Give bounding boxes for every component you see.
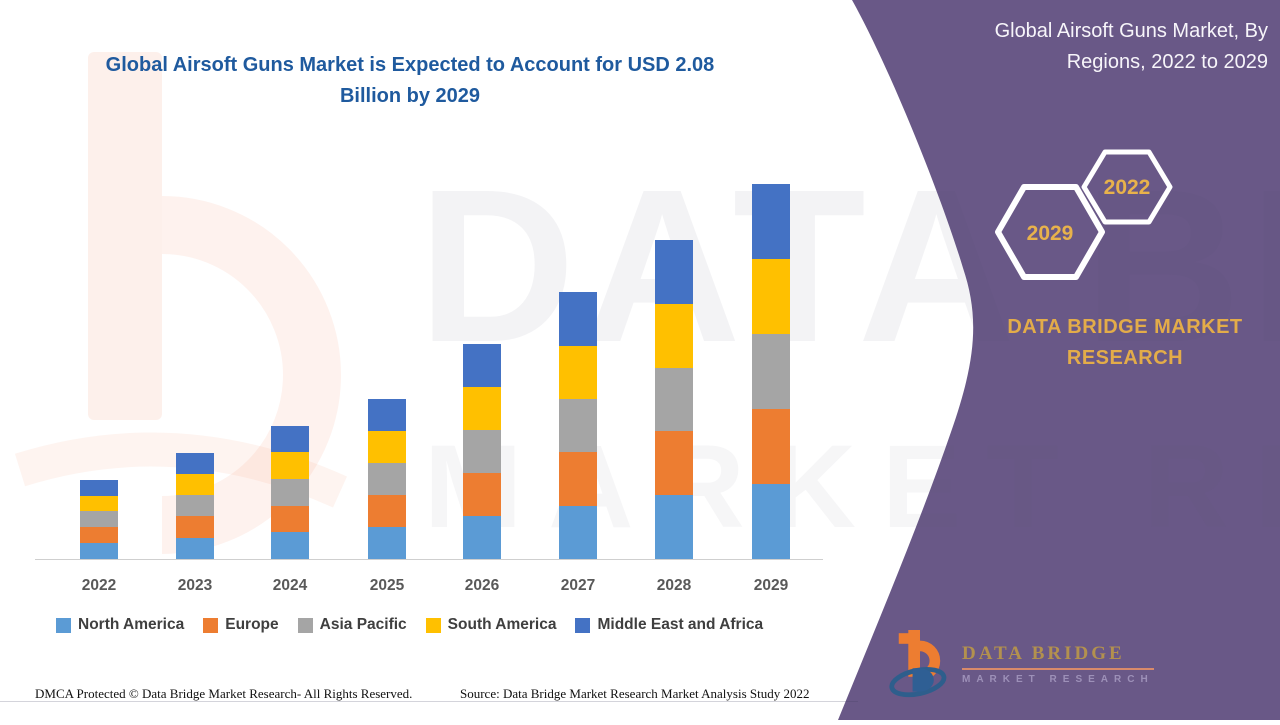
bar-segment [368, 526, 406, 559]
bar-segment [80, 527, 118, 544]
bar-segment [655, 239, 693, 304]
bar-year-label: 2023 [177, 577, 213, 594]
logo-name-text: DATA BRIDGE [962, 643, 1154, 670]
legend-item: Asia Pacific [297, 616, 407, 634]
bar-segment [80, 479, 118, 496]
legend-swatch [425, 617, 441, 633]
databridge-logo: DATA BRIDGE MARKET RESEARCH [888, 630, 1154, 698]
bar-year-label: 2024 [272, 577, 308, 594]
bar-segment [655, 495, 693, 559]
bar-year-label: 2027 [560, 577, 596, 594]
page-title-line2: Billion by 2029 [339, 85, 481, 107]
bar-segment [752, 333, 790, 409]
bar-segment [655, 431, 693, 496]
chart-legend: North America Europe Asia Pacific South Ame… [56, 616, 763, 634]
bar-segment [176, 473, 214, 496]
bar-segment [559, 452, 597, 506]
bar-year-label: 2025 [369, 577, 405, 594]
bar-year-label: 2029 [753, 577, 789, 594]
hexagon-2022 [1081, 149, 1173, 225]
legend-item: Europe [203, 616, 279, 634]
databridge-logo-icon [889, 630, 947, 698]
legend-swatch [203, 617, 219, 633]
bar-segment [655, 367, 693, 432]
footer-dmca-text: DMCA Protected © Data Bridge Market Rese… [35, 686, 413, 701]
bar-segment [271, 452, 309, 479]
brand-text-line2: RESEARCH [1066, 347, 1184, 369]
bar-year-label: 2028 [656, 577, 692, 594]
bar-segment [176, 516, 214, 538]
bar-segment [752, 483, 790, 559]
legend-swatch [297, 617, 313, 633]
bar-segment [559, 505, 597, 559]
legend-label: North America [78, 616, 185, 633]
panel-title-line1: Global Airsoft Guns Market, By [994, 20, 1268, 42]
bar-segment [176, 537, 214, 559]
bar-segment [80, 495, 118, 512]
legend-label: Europe [225, 616, 279, 633]
bar-segment [368, 462, 406, 495]
legend-swatch [56, 617, 71, 633]
panel-title: Global Airsoft Guns Market, By Regions, … [920, 16, 1268, 78]
bar-segment [463, 344, 501, 388]
bar-segment [271, 425, 309, 453]
bar-segment [368, 494, 406, 527]
brand-text: DATA BRIDGE MARKET RESEARCH [990, 312, 1260, 374]
bar-segment [80, 543, 118, 559]
legend-label: Middle East and Africa [597, 616, 764, 633]
bar-segment [271, 532, 309, 559]
page-title: Global Airsoft Guns Market is Expected t… [40, 50, 780, 112]
panel-title-line2: Regions, 2022 to 2029 [1066, 51, 1268, 73]
bar-segment [752, 408, 790, 484]
bar-segment [368, 398, 406, 431]
bar-year-label: 2022 [81, 577, 117, 594]
page-title-line1: Global Airsoft Guns Market is Expected t… [105, 54, 715, 76]
legend-item: South America [425, 616, 557, 634]
bar-segment [463, 473, 501, 517]
legend-label: Asia Pacific [319, 616, 407, 633]
year-hexagons: 2022 2029 [995, 149, 1173, 280]
bar-segment [463, 387, 501, 431]
bar-segment [463, 430, 501, 474]
legend-item: Middle East and Africa [575, 616, 763, 634]
bar-segment [176, 452, 214, 474]
hexagon-2022-label: 2022 [1104, 176, 1151, 199]
bar-segment [271, 478, 309, 506]
legend-item: North America [56, 616, 184, 634]
bar-segment [176, 495, 214, 517]
brand-text-line1: DATA BRIDGE MARKET [1007, 316, 1243, 338]
logo-tagline-text: MARKET RESEARCH [962, 674, 1154, 685]
bar-segment [559, 292, 597, 346]
bar-segment [655, 303, 693, 368]
bar-year-label: 2026 [464, 577, 500, 594]
hexagon-2029 [995, 184, 1105, 280]
hexagon-2029-label: 2029 [1027, 222, 1074, 245]
footer-source-text: Source: Data Bridge Market Research Mark… [460, 686, 810, 701]
bar-segment [368, 430, 406, 463]
bar-segment [559, 345, 597, 399]
legend-label: South America [447, 616, 557, 633]
bar-segment [559, 398, 597, 453]
bar-segment [463, 516, 501, 559]
bar-segment [752, 258, 790, 334]
bar-segment [271, 505, 309, 533]
bar-segment [80, 511, 118, 528]
legend-swatch [575, 617, 591, 633]
bar-segment [752, 183, 790, 259]
x-axis-line [35, 559, 823, 560]
footer-divider [0, 701, 858, 702]
